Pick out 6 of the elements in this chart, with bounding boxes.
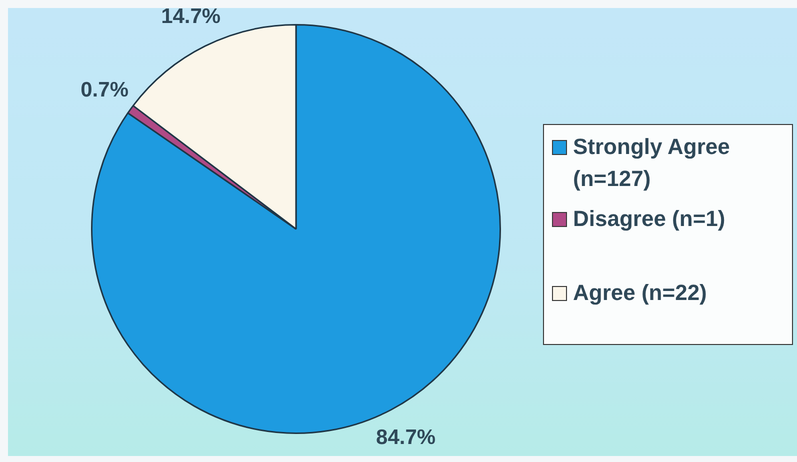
data-label: 0.7%	[80, 78, 129, 102]
data-label: 84.7%	[376, 426, 436, 449]
legend-label: Disagree (n=1)	[573, 205, 726, 233]
slice-label: Strongly Agree (n=127)	[573, 133, 731, 193]
legend-label: Agree (n=22)	[573, 279, 707, 307]
data-label: 14.7%	[161, 5, 221, 28]
